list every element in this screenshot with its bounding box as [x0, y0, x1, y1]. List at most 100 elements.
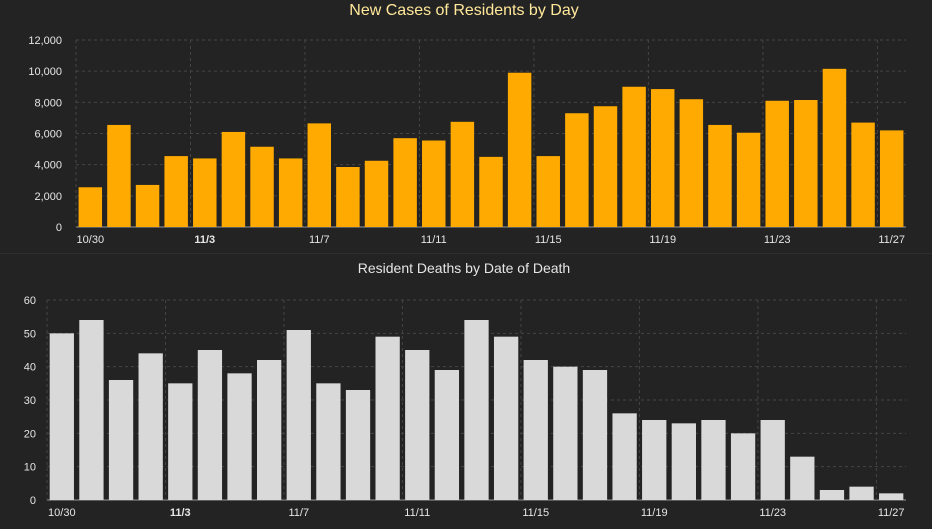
- deaths-bar: [405, 350, 430, 500]
- cases-bar: [422, 140, 446, 227]
- deaths-bars: [49, 320, 904, 500]
- cases-bar: [593, 106, 618, 227]
- deaths-bar: [257, 360, 282, 500]
- cases-bar: [822, 68, 847, 228]
- deaths-bar: [879, 493, 904, 500]
- deaths-bar: [375, 336, 400, 500]
- cases-bar: [278, 158, 303, 227]
- cases-bar: [736, 132, 761, 227]
- deaths-y-tick-label: 0: [30, 495, 36, 507]
- cases-bar: [794, 99, 818, 227]
- cases-bar: [78, 187, 103, 227]
- deaths-chart-title: Resident Deaths by Date of Death: [358, 260, 570, 276]
- deaths-bar: [434, 370, 460, 500]
- cases-bar: [708, 124, 732, 227]
- deaths-y-tick-label: 10: [24, 462, 36, 474]
- cases-bars: [78, 68, 904, 228]
- cases-x-tick-label: 11/27: [878, 234, 905, 246]
- cases-bar: [250, 146, 274, 227]
- cases-x-tick-label: 10/30: [77, 234, 105, 246]
- cases-bar: [851, 122, 875, 227]
- deaths-bar: [612, 413, 637, 500]
- cases-y-tick-label: 0: [56, 222, 62, 234]
- deaths-bar: [790, 456, 815, 500]
- cases-chart: New Cases of Residents by Day 0 2,000 4,00…: [28, 2, 906, 246]
- cases-bar: [193, 158, 217, 227]
- cases-bar: [450, 121, 475, 227]
- deaths-x-tick-label: 11/23: [759, 507, 786, 519]
- cases-bar: [565, 113, 589, 227]
- deaths-x-tick-label: 11/11: [404, 507, 430, 519]
- cases-bar: [164, 156, 188, 227]
- cases-x-tick-label: 11/7: [309, 234, 330, 246]
- cases-bar: [135, 184, 160, 227]
- deaths-bar: [582, 370, 608, 500]
- deaths-bar: [79, 320, 104, 500]
- cases-y-tick-label: 2,000: [34, 191, 62, 203]
- cases-y-axis: 0 2,000 4,000 6,000 8,000 10,000 12,000: [28, 35, 62, 234]
- cases-bar: [622, 86, 646, 227]
- cases-x-tick-label: 11/15: [535, 234, 562, 246]
- deaths-x-axis: 10/30 11/3 11/7 11/11 11/15 11/19 11/23 11/27: [48, 507, 905, 519]
- deaths-x-tick-label: 11/7: [288, 507, 309, 519]
- deaths-bar: [286, 330, 311, 500]
- panel-divider: [0, 253, 932, 254]
- cases-bar: [650, 89, 675, 228]
- deaths-bar: [138, 353, 163, 500]
- deaths-bar: [493, 336, 519, 500]
- cases-y-tick-label: 4,000: [34, 160, 62, 172]
- deaths-bar: [819, 490, 845, 500]
- deaths-x-tick-label: 11/15: [522, 507, 549, 519]
- cases-x-tick-label: 11/23: [764, 234, 791, 246]
- deaths-bar: [227, 373, 252, 500]
- deaths-y-axis: 0 10 20 30 40 50 60: [24, 295, 36, 507]
- deaths-x-tick-label: 10/30: [48, 507, 76, 519]
- cases-x-tick-label: 11/3: [194, 234, 215, 246]
- deaths-bar: [316, 383, 341, 500]
- deaths-bar: [49, 333, 74, 500]
- cases-bar: [221, 131, 246, 227]
- deaths-bar: [730, 433, 756, 500]
- deaths-x-tick-label: 11/19: [641, 507, 668, 519]
- cases-x-tick-label: 11/11: [421, 234, 447, 246]
- deaths-bar: [168, 383, 193, 500]
- deaths-x-tick-label: 11/27: [878, 507, 905, 519]
- deaths-bar: [760, 420, 785, 500]
- cases-x-axis: 10/30 11/3 11/7 11/11 11/15 11/19 11/23 11/27: [77, 234, 906, 246]
- deaths-y-tick-label: 20: [24, 428, 36, 440]
- cases-bar: [879, 130, 904, 227]
- deaths-bar: [108, 380, 134, 500]
- cases-bar: [336, 167, 360, 227]
- cases-y-tick-label: 6,000: [34, 129, 62, 141]
- cases-bar: [107, 124, 131, 227]
- cases-bar: [479, 156, 503, 227]
- deaths-bar: [642, 420, 667, 500]
- deaths-bar: [464, 320, 489, 500]
- cases-y-tick-label: 8,000: [34, 97, 62, 109]
- deaths-bar: [553, 366, 578, 500]
- cases-bar: [536, 156, 560, 227]
- cases-y-tick-label: 12,000: [28, 35, 62, 47]
- deaths-y-tick-label: 50: [24, 328, 36, 340]
- cases-bar: [307, 123, 332, 227]
- deaths-bar: [671, 423, 696, 500]
- deaths-y-tick-label: 60: [24, 295, 36, 307]
- deaths-y-tick-label: 40: [24, 362, 36, 374]
- deaths-bar: [701, 420, 726, 500]
- cases-bar: [393, 138, 417, 227]
- deaths-bar: [523, 360, 548, 500]
- deaths-bar: [197, 350, 223, 500]
- cases-chart-title: New Cases of Residents by Day: [349, 2, 578, 19]
- cases-bar: [765, 100, 789, 227]
- cases-bar: [679, 99, 704, 227]
- deaths-x-tick-label: 11/3: [170, 507, 191, 519]
- cases-y-tick-label: 10,000: [28, 66, 62, 78]
- cases-x-tick-label: 11/19: [649, 234, 676, 246]
- deaths-bar: [345, 390, 371, 500]
- deaths-chart: Resident Deaths by Date of Death 0 10 20 30…: [24, 260, 906, 519]
- deaths-bar: [849, 486, 874, 500]
- deaths-y-tick-label: 30: [24, 395, 36, 407]
- cases-bar: [364, 160, 389, 227]
